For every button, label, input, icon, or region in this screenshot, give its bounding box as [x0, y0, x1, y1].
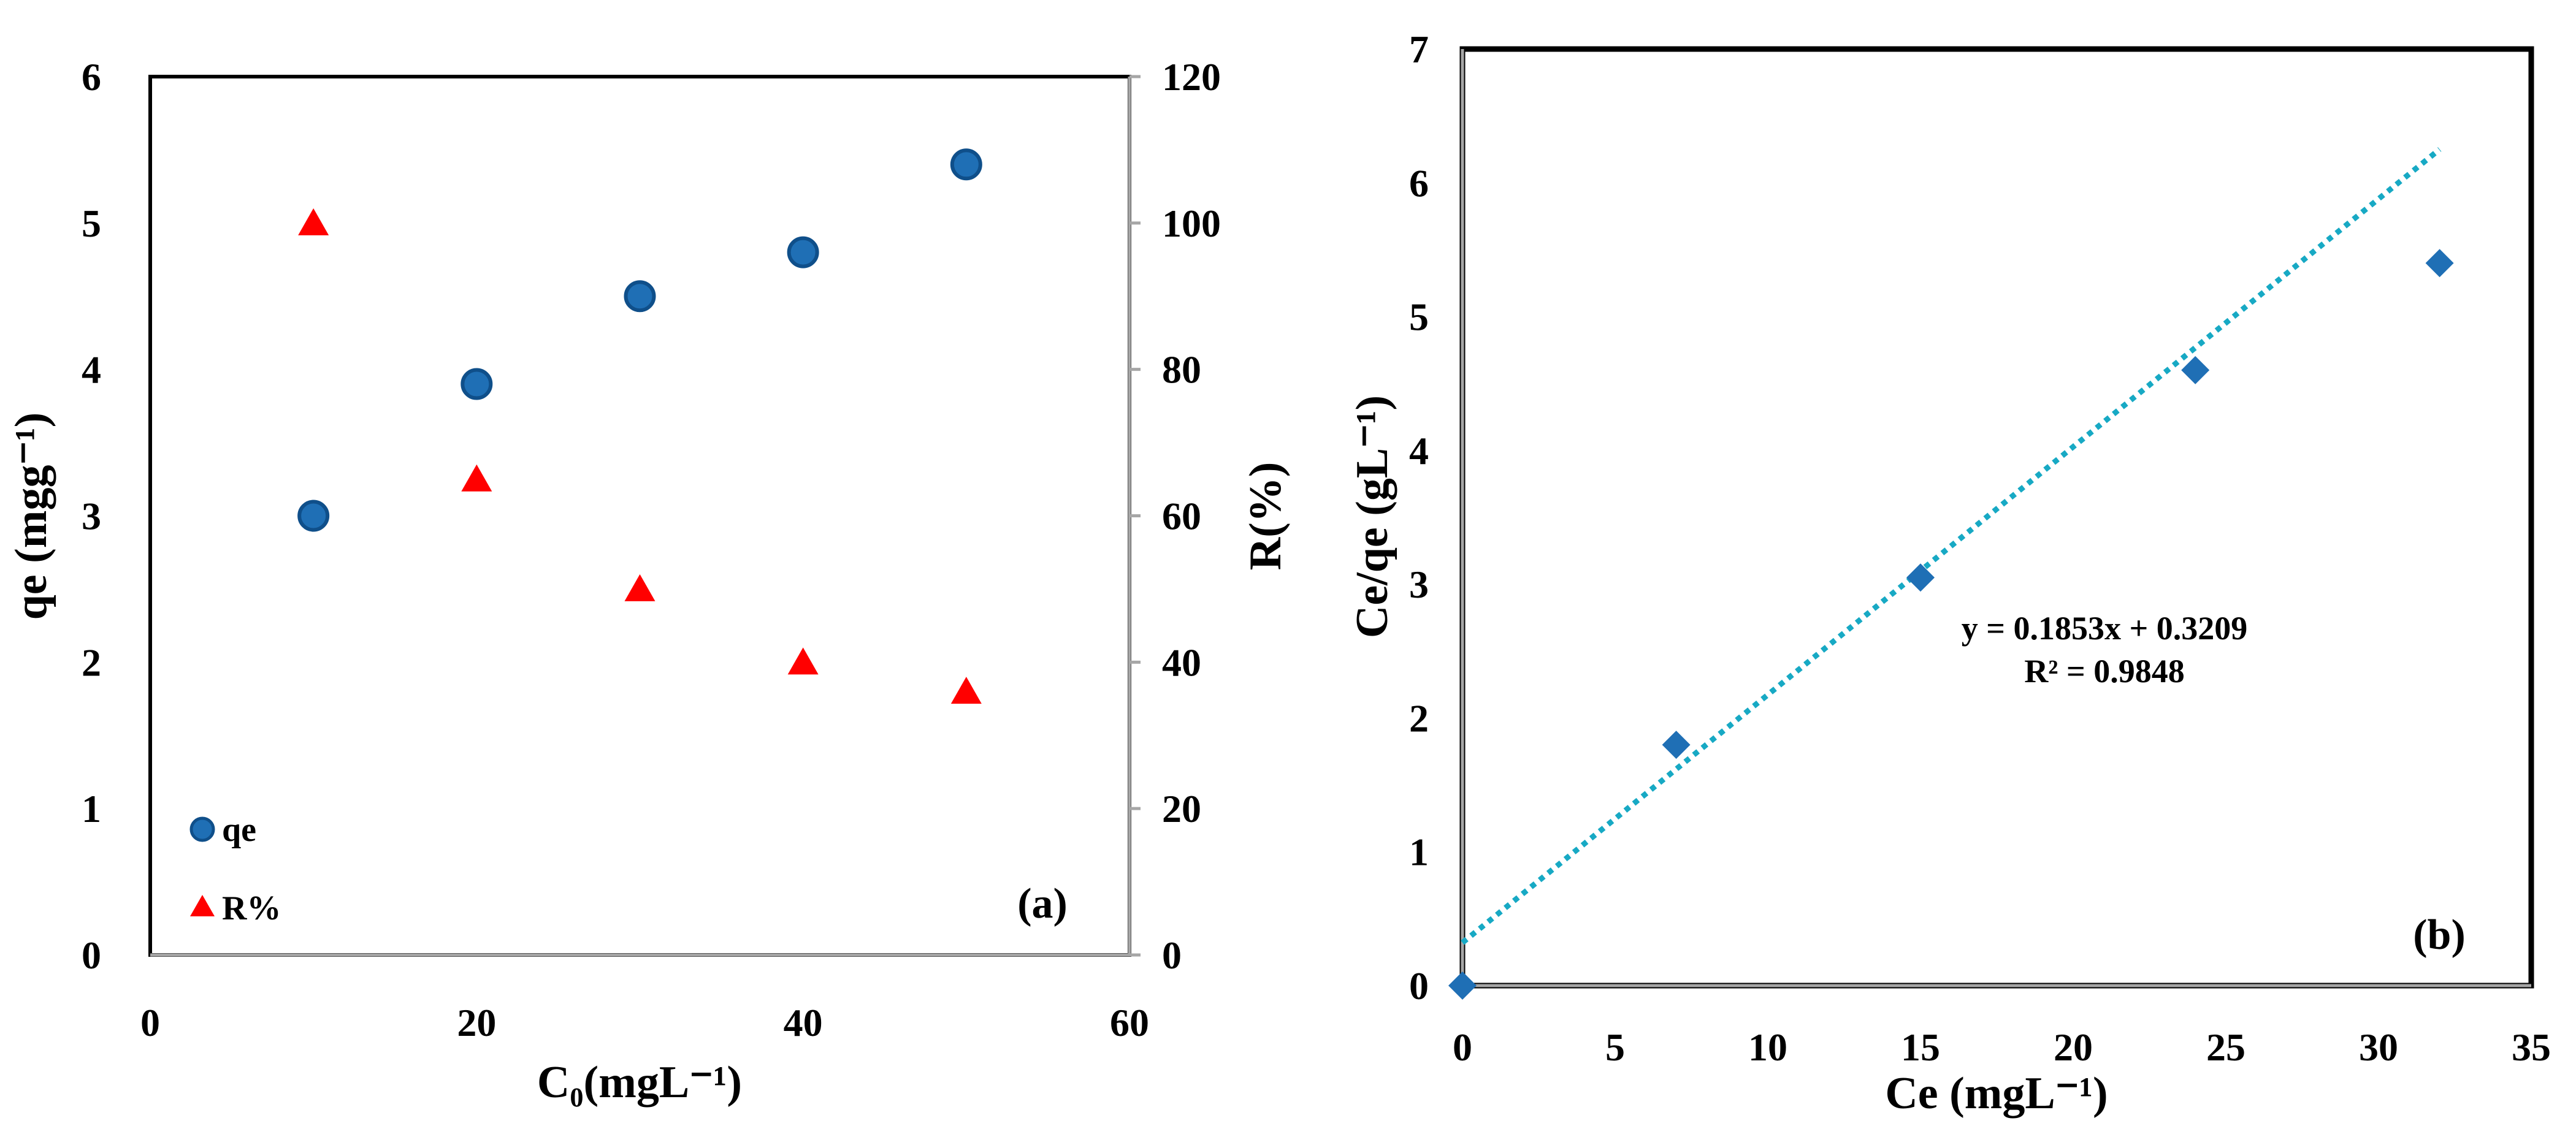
y-tick-labels-a: 0 1 2 3 4 5 6: [82, 55, 101, 977]
trendline-r2: R² = 0.9848: [2024, 653, 2184, 690]
qe-point: [787, 236, 819, 268]
y-tick-labels-b: 0 1 2 3 4 5 6 7: [1409, 28, 1429, 1008]
x-tick-labels-b: 0 5 10 15 20 25 30 35: [1453, 1025, 2551, 1069]
r-percent-point: [298, 208, 329, 235]
r-percent-point: [461, 464, 492, 492]
y2-tick-label: 100: [1162, 202, 1221, 245]
trendline-equation: y = 0.1853x + 0.3209: [1962, 610, 2248, 647]
legend-label-r: R%: [222, 889, 281, 927]
y-tick-label: 1: [82, 787, 101, 831]
legend-marker-r: [190, 895, 215, 916]
data-points-a: [297, 148, 982, 704]
x-tick-label: 20: [457, 1001, 496, 1044]
x-tick-labels-a: 0 20 40 60: [140, 1001, 1149, 1044]
chart-panel-b: 0 5 10 15 20 25 30 35 0 1 2 3 4 5 6 7 y = 0.1853x + 0.…: [1347, 28, 2551, 1119]
y2-tick-label: 40: [1162, 641, 1201, 684]
chart-panel-a: 0 20 40 60 0 1 2 3 4 5 6 0 20 40 60 80 100 120 C₀(mgL⁻¹…: [6, 55, 1291, 1108]
y2-tick-label: 80: [1162, 348, 1201, 392]
trendline-b: [1461, 147, 2442, 945]
x-tick-label: 0: [1453, 1025, 1472, 1069]
legend-label-qe: qe: [222, 811, 256, 849]
ce-qe-point: [2425, 249, 2454, 278]
y2-axis-title-a: R(%): [1240, 462, 1291, 571]
y-tick-label: 6: [82, 55, 101, 99]
y-tick-label: 7: [1409, 28, 1429, 71]
ce-qe-point: [2181, 356, 2210, 384]
r-percent-point: [624, 574, 655, 601]
y-tick-label: 5: [82, 202, 101, 245]
x-axis-title-a: C₀(mgL⁻¹): [537, 1057, 742, 1108]
y-axis-title-a: qe (mgg⁻¹): [6, 413, 56, 620]
ce-qe-point: [1906, 563, 1935, 592]
y-tick-label: 0: [82, 934, 101, 977]
y2-tick-label: 0: [1162, 934, 1182, 977]
x-tick-label: 5: [1605, 1025, 1625, 1069]
x-tick-label: 30: [2359, 1025, 2398, 1069]
y-tick-label: 5: [1409, 295, 1429, 339]
y-tick-label: 2: [1409, 696, 1429, 740]
panel-label-a: (a): [1017, 880, 1068, 927]
ce-qe-point: [1662, 731, 1691, 759]
x-tick-label: 25: [2206, 1025, 2245, 1069]
y2-tick-label: 120: [1162, 55, 1221, 99]
legend-a: qe R%: [189, 811, 281, 927]
qe-point: [950, 148, 982, 181]
x-tick-label: 20: [2054, 1025, 2093, 1069]
ce-qe-point: [1448, 972, 1477, 1000]
y2-tick-label: 20: [1162, 787, 1201, 831]
x-tick-label: 15: [1901, 1025, 1940, 1069]
qe-point: [297, 500, 330, 532]
plot-area-a: [148, 75, 1131, 957]
x-tick-label: 10: [1748, 1025, 1787, 1069]
y2-tick-label: 60: [1162, 495, 1201, 538]
y-tick-label: 1: [1409, 831, 1429, 874]
panel-label-b: (b): [2413, 911, 2466, 959]
y-tick-label: 3: [82, 495, 101, 538]
r-percent-point: [787, 647, 819, 675]
r-percent-point: [950, 677, 982, 704]
y-tick-label: 0: [1409, 964, 1429, 1008]
qe-point: [624, 280, 656, 313]
y-axis-title-b: Ce/qe (gL⁻¹): [1347, 395, 1397, 638]
data-points-b: [1448, 249, 2454, 1000]
y-tick-label: 4: [1409, 429, 1429, 473]
x-tick-label: 40: [784, 1001, 823, 1044]
plot-area-b: [1459, 46, 2534, 989]
y2-tick-labels-a: 0 20 40 60 80 100 120: [1129, 55, 1221, 977]
qe-point: [461, 368, 493, 400]
x-tick-label: 0: [140, 1001, 160, 1044]
y-tick-label: 6: [1409, 161, 1429, 205]
y-tick-label: 2: [82, 641, 101, 684]
legend-marker-qe: [189, 816, 215, 842]
y-tick-label: 3: [1409, 563, 1429, 606]
y-tick-label: 4: [82, 348, 101, 392]
x-axis-title-b: Ce (mgL⁻¹): [1885, 1068, 2108, 1119]
x-tick-label: 60: [1110, 1001, 1149, 1044]
x-tick-label: 35: [2512, 1025, 2551, 1069]
